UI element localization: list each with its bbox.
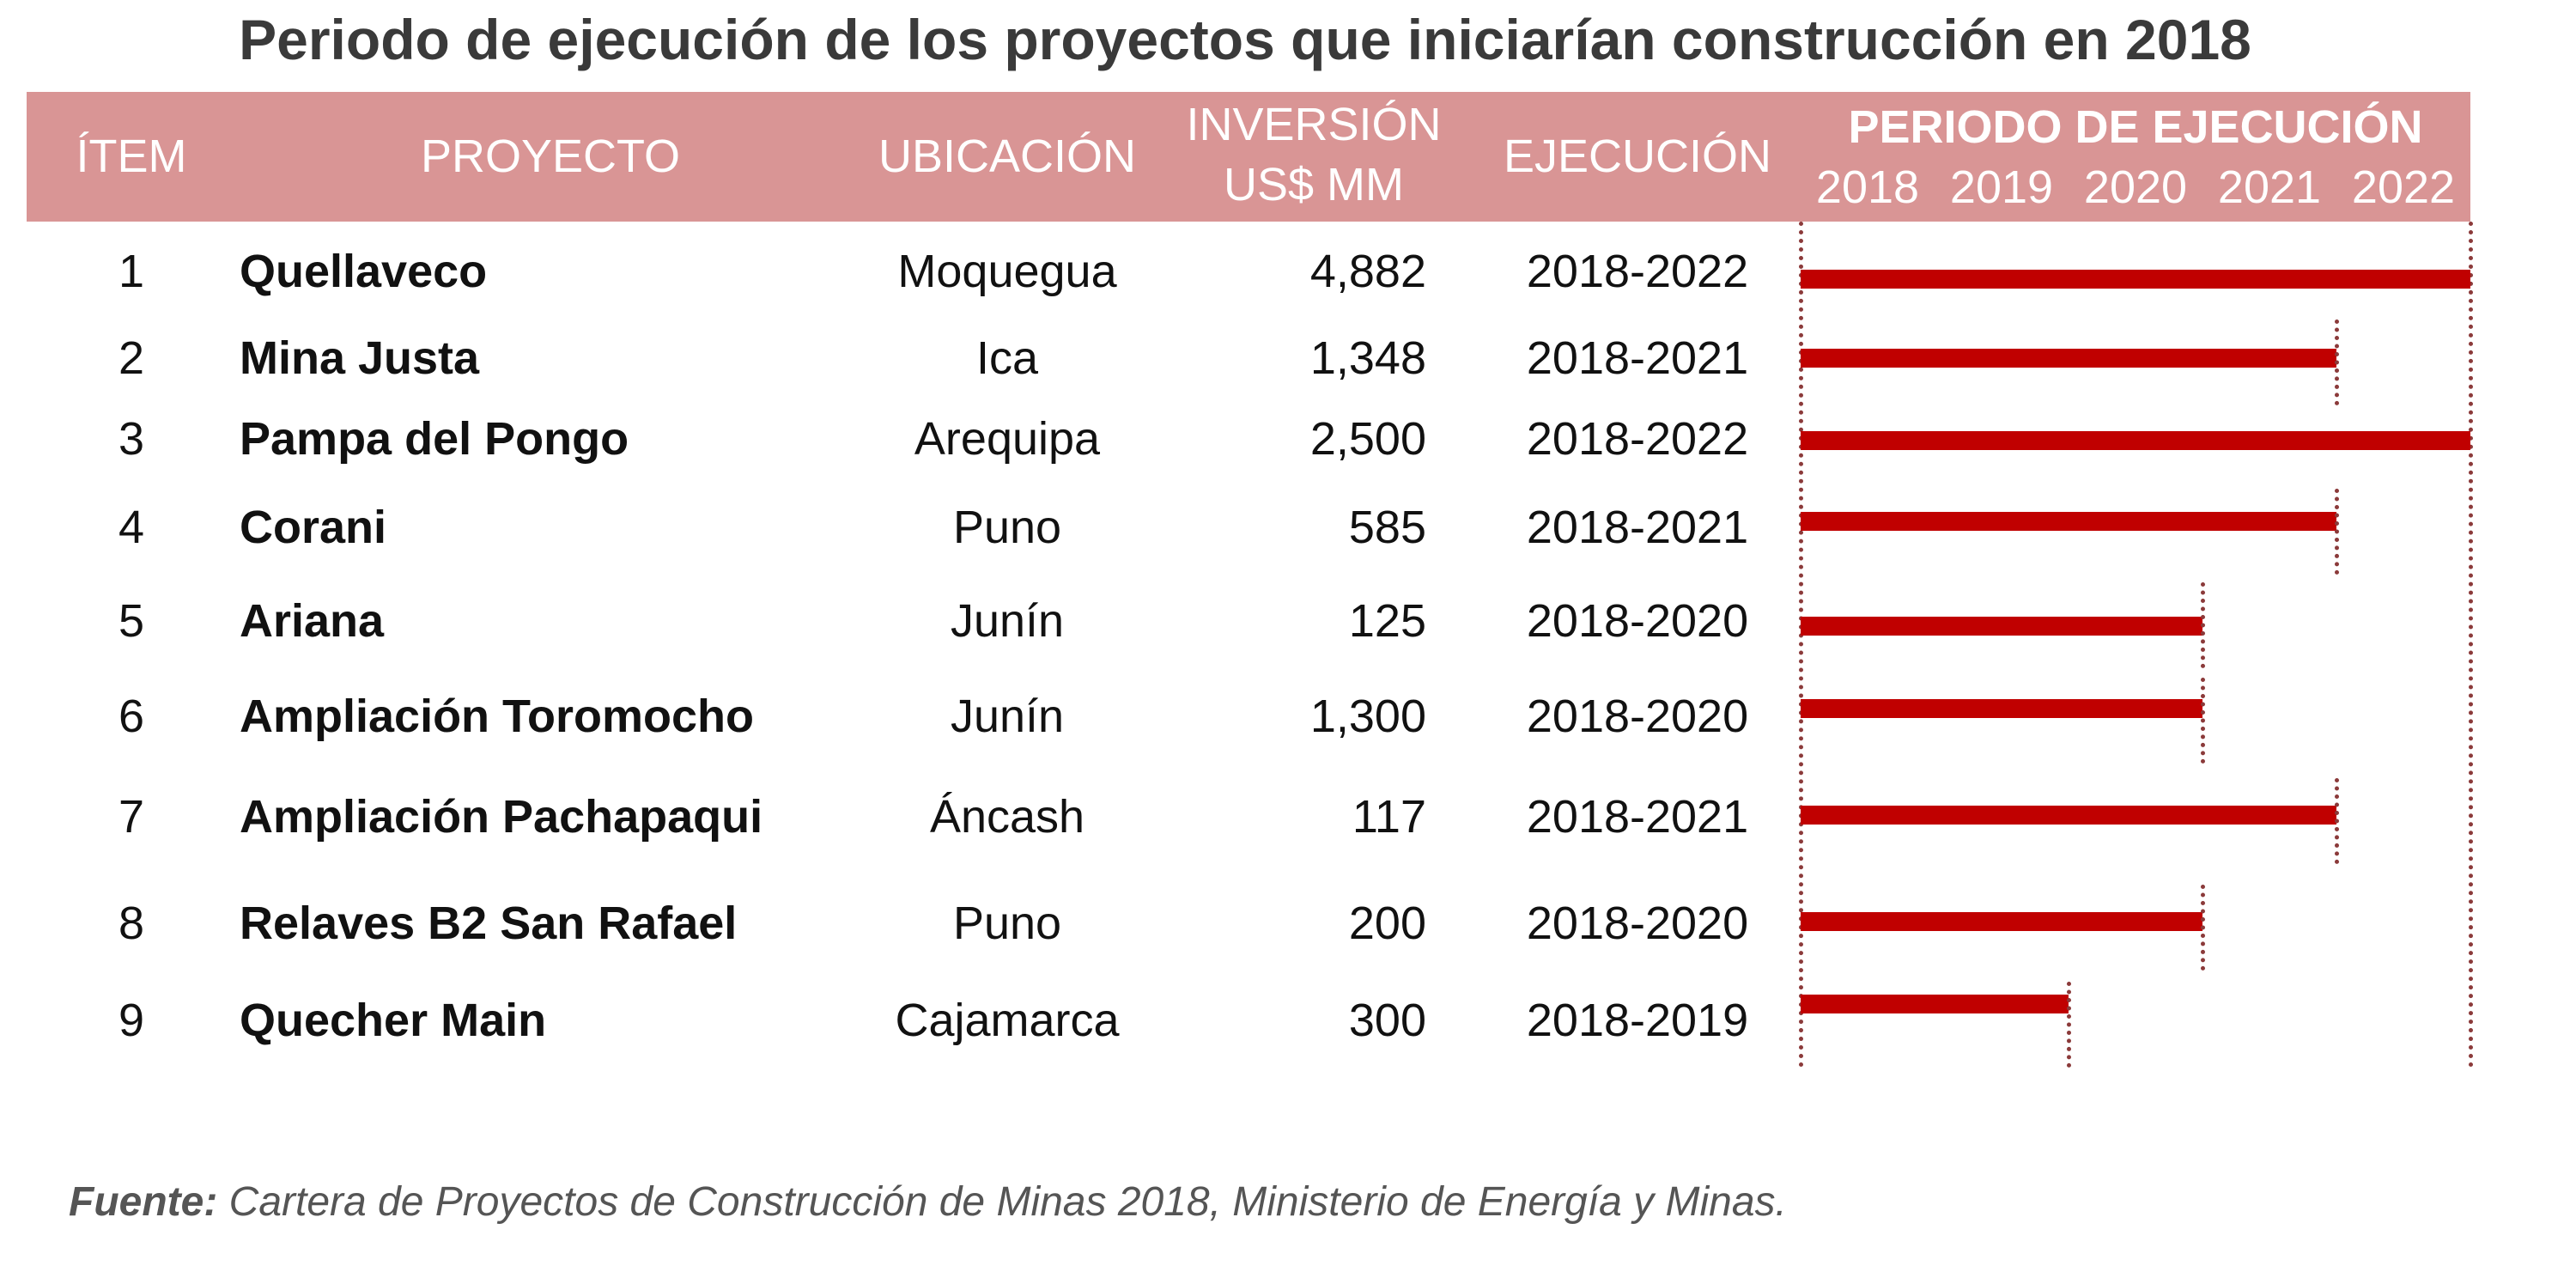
cell-ejecucion: 2018-2021 (1526, 502, 1749, 553)
header-item: ÍTEM (76, 131, 187, 182)
header-ubicacion: UBICACIÓN (878, 131, 1137, 182)
cell-ubicacion: Junín (950, 691, 1065, 742)
cell-inversion: 1,300 (1309, 691, 1426, 742)
cell-ubicacion: Junín (950, 595, 1065, 647)
cell-inversion: 585 (1348, 502, 1426, 553)
header-year: 2021 (2217, 161, 2322, 213)
footnote-label: Fuente: (69, 1179, 218, 1225)
cell-inversion: 4,882 (1309, 246, 1426, 297)
gridline-row-end (2335, 489, 2339, 575)
gridline-start (1799, 222, 1803, 1068)
cell-ubicacion: Ica (975, 332, 1039, 384)
cell-proyecto: Ampliación Pachapaqui (240, 791, 763, 843)
cell-item: 6 (118, 691, 145, 742)
cell-inversion: 125 (1348, 595, 1426, 647)
cell-proyecto: Pampa del Pongo (240, 413, 629, 465)
gantt-bar (1801, 270, 2470, 289)
cell-ubicacion: Moquegua (897, 246, 1117, 297)
footnote: Fuente: Cartera de Proyectos de Construc… (69, 1178, 1787, 1226)
gantt-bar (1801, 617, 2202, 636)
gantt-bar (1801, 349, 2336, 368)
cell-item: 9 (118, 995, 145, 1046)
cell-item: 7 (118, 791, 145, 843)
gantt-bar (1801, 806, 2336, 825)
header-year: 2018 (1815, 161, 1920, 213)
header-year: 2019 (1949, 161, 2054, 213)
header-ejecucion: EJECUCIÓN (1503, 131, 1772, 182)
gantt-bar (1801, 699, 2202, 718)
cell-ejecucion: 2018-2022 (1526, 246, 1749, 297)
cell-ejecucion: 2018-2020 (1526, 595, 1749, 647)
footnote-text: Cartera de Proyectos de Construcción de … (217, 1179, 1787, 1225)
cell-proyecto: Corani (240, 502, 387, 553)
gridline-row-end (2067, 982, 2071, 1068)
cell-item: 2 (118, 332, 145, 384)
header-year: 2022 (2351, 161, 2456, 213)
cell-inversion: 117 (1352, 791, 1426, 843)
cell-proyecto: Relaves B2 San Rafael (240, 898, 738, 949)
cell-ubicacion: Puno (952, 502, 1062, 553)
table-header (27, 92, 2470, 222)
header-inversion-line1: INVERSIÓN (1186, 99, 1442, 150)
cell-proyecto: Ariana (240, 595, 385, 647)
cell-proyecto: Quellaveco (240, 246, 488, 297)
cell-item: 3 (118, 413, 145, 465)
gantt-bar (1801, 512, 2336, 531)
gridline-row-end (2201, 885, 2205, 971)
header-proyecto: PROYECTO (420, 131, 681, 182)
cell-ubicacion: Puno (952, 898, 1062, 949)
gantt-bar (1801, 431, 2470, 450)
cell-item: 5 (118, 595, 145, 647)
gantt-bar (1801, 995, 2069, 1013)
cell-ubicacion: Cajamarca (895, 995, 1120, 1046)
gridline-row-end (2335, 320, 2339, 405)
cell-inversion: 200 (1348, 898, 1426, 949)
header-periodo: PERIODO DE EJECUCIÓN (1848, 101, 2423, 153)
gridline-row-end (2201, 678, 2205, 764)
cell-inversion: 1,348 (1309, 332, 1426, 384)
cell-ejecucion: 2018-2019 (1526, 995, 1749, 1046)
cell-ejecucion: 2018-2020 (1526, 898, 1749, 949)
cell-ejecucion: 2018-2022 (1526, 413, 1749, 465)
cell-proyecto: Mina Justa (240, 332, 480, 384)
cell-ejecucion: 2018-2021 (1526, 332, 1749, 384)
gridline-end (2469, 222, 2473, 1068)
cell-proyecto: Ampliación Toromocho (240, 691, 755, 742)
cell-ejecucion: 2018-2021 (1526, 791, 1749, 843)
header-year: 2020 (2083, 161, 2188, 213)
gantt-bar (1801, 912, 2202, 931)
cell-item: 1 (118, 246, 145, 297)
cell-item: 8 (118, 898, 145, 949)
gridline-row-end (2335, 778, 2339, 864)
cell-inversion: 2,500 (1309, 413, 1426, 465)
cell-ubicacion: Arequipa (914, 413, 1101, 465)
cell-ejecucion: 2018-2020 (1526, 691, 1749, 742)
page-title: Periodo de ejecución de los proyectos qu… (239, 8, 2251, 71)
cell-inversion: 300 (1348, 995, 1426, 1046)
gridline-row-end (2201, 582, 2205, 668)
cell-ubicacion: Áncash (929, 791, 1085, 843)
cell-item: 4 (118, 502, 145, 553)
header-inversion-line2: US$ MM (1223, 159, 1404, 210)
cell-proyecto: Quecher Main (240, 995, 547, 1046)
